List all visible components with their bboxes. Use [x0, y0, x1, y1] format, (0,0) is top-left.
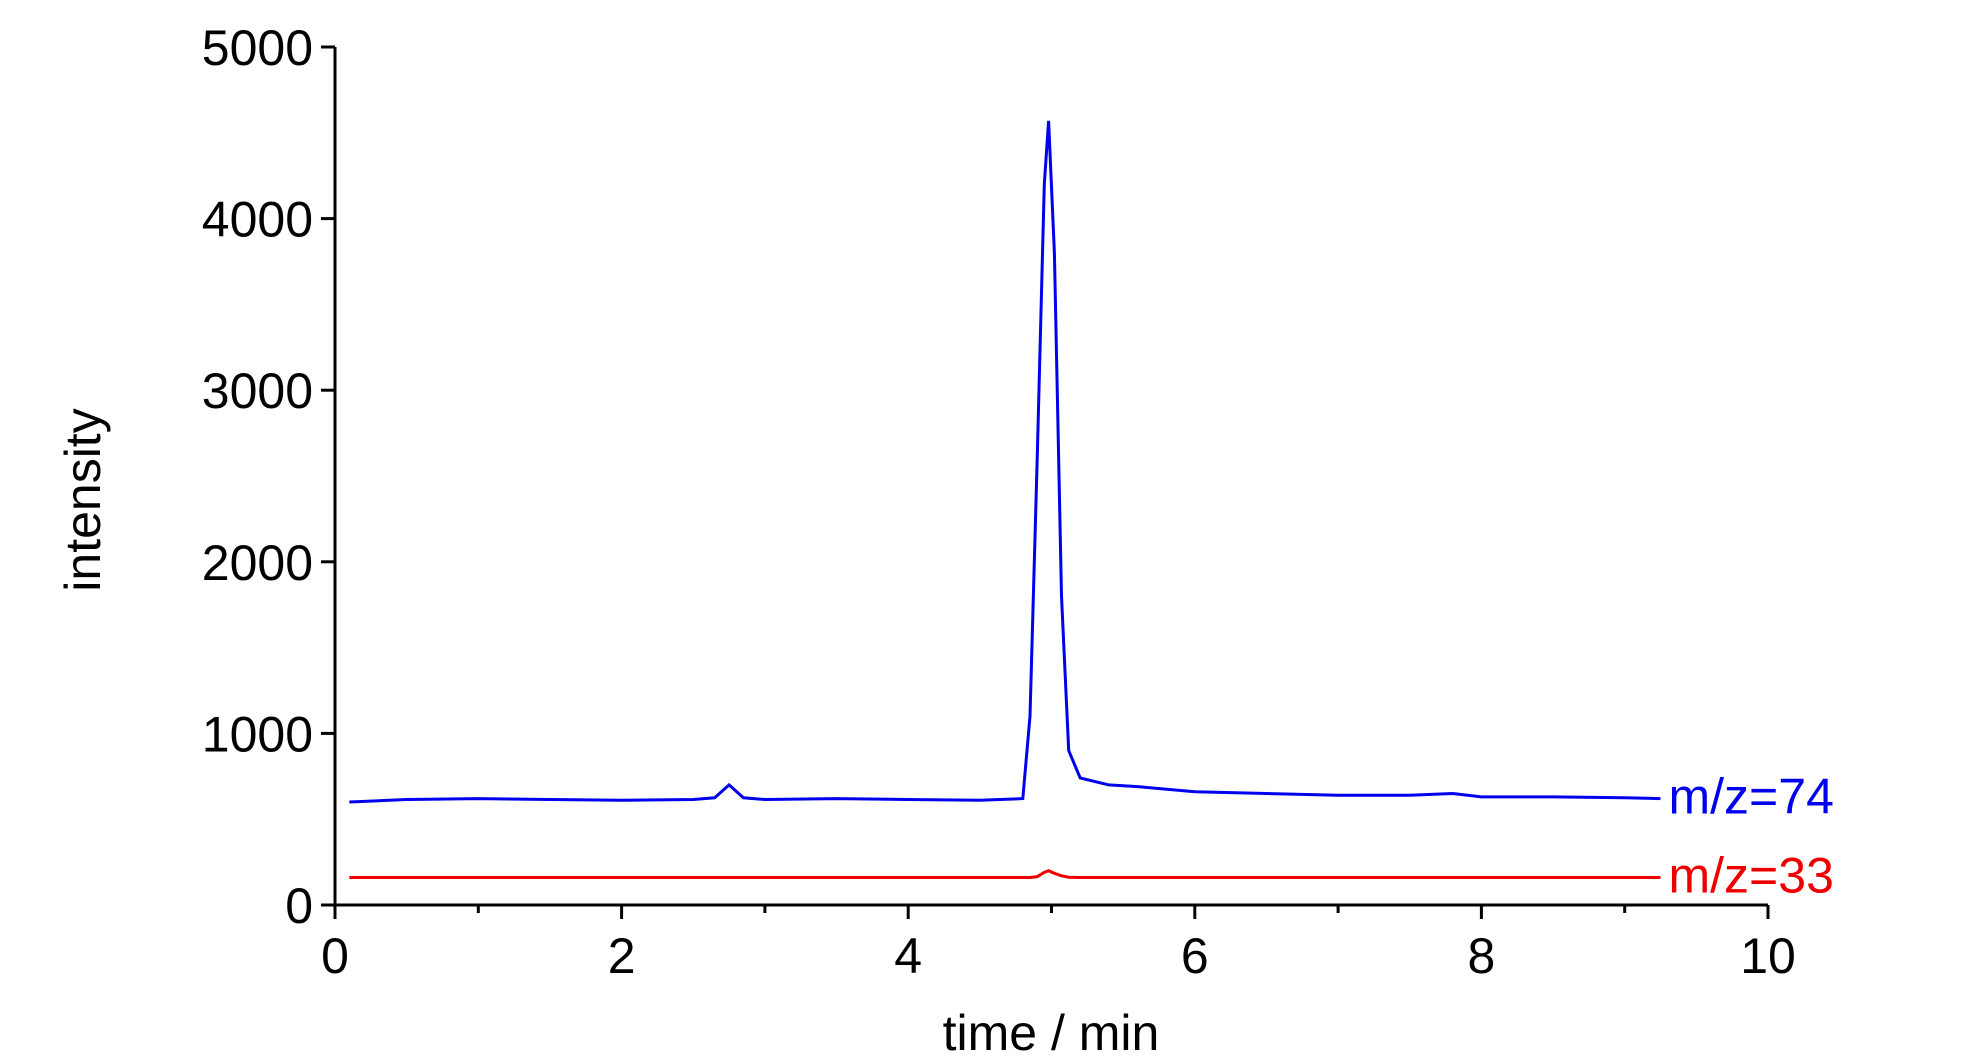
y-tick-label: 0 — [285, 878, 313, 934]
series-label: m/z=74 — [1669, 769, 1834, 825]
x-tick-label: 10 — [1740, 928, 1796, 984]
x-axis-title: time / min — [943, 1005, 1160, 1061]
x-tick-label: 4 — [894, 928, 922, 984]
y-tick-label: 1000 — [202, 706, 313, 762]
series-line — [349, 120, 1661, 804]
series-label: m/z=33 — [1669, 848, 1834, 904]
y-tick-label: 4000 — [202, 192, 313, 248]
y-tick-label: 2000 — [202, 535, 313, 591]
y-tick-label: 5000 — [202, 20, 313, 76]
x-tick-label: 6 — [1181, 928, 1209, 984]
x-tick-label: 8 — [1467, 928, 1495, 984]
x-tick-label: 0 — [321, 928, 349, 984]
x-tick-label: 2 — [608, 928, 636, 984]
series-line — [349, 869, 1661, 879]
y-axis-title: intensity — [55, 408, 111, 591]
y-tick-label: 3000 — [202, 363, 313, 419]
